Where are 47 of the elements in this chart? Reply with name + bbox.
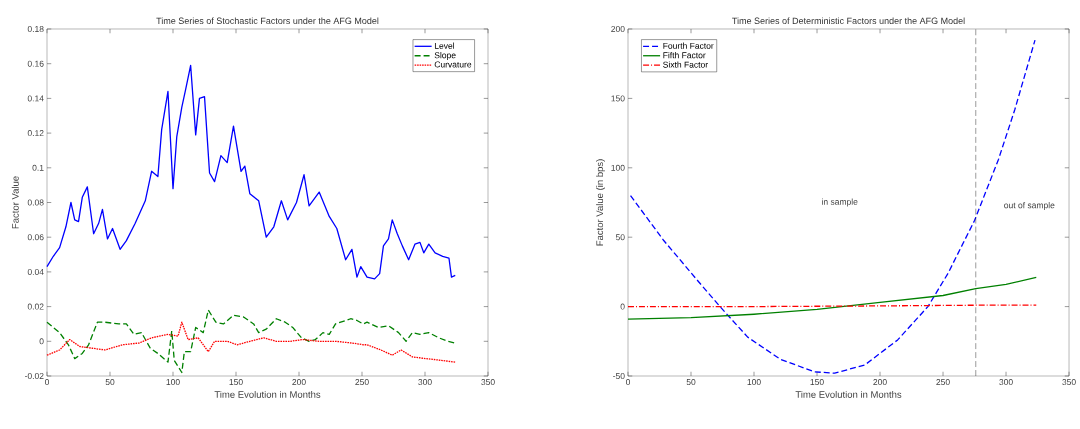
y-tick-label: 0.02 [27, 303, 44, 310]
legend-label: Sixth Factor [663, 61, 708, 68]
y-axis-title: Factor Value [11, 176, 19, 229]
legend-label: Slope [434, 52, 456, 60]
x-tick-label: 350 [1062, 379, 1076, 386]
y-tick-label: 0.08 [27, 199, 44, 206]
x-tick-label: 300 [418, 379, 432, 386]
x-axis-title: Time Evolution in Months [214, 390, 321, 398]
x-tick-label: 350 [481, 379, 495, 386]
x-tick-label: 50 [105, 379, 115, 386]
y-tick-label: 0.12 [27, 130, 44, 137]
x-tick-label: 100 [166, 379, 180, 386]
y-tick-label: 0.1 [32, 164, 44, 171]
x-tick-label: 250 [936, 379, 950, 386]
x-tick-label: 150 [810, 379, 824, 386]
legend-label: Fourth Factor [663, 42, 714, 49]
legend-label: Curvature [434, 61, 472, 68]
x-tick-label: 100 [747, 379, 761, 386]
y-tick-label: 50 [615, 234, 625, 241]
y-tick-label: 200 [611, 25, 625, 32]
x-tick-label: 50 [686, 379, 696, 386]
chart-title: Time Series of Deterministic Factors under the AFG Model [732, 17, 965, 24]
y-tick-label: -50 [613, 372, 625, 379]
y-tick-label: -0.02 [24, 372, 44, 379]
x-tick-label: 200 [873, 379, 887, 386]
x-tick-label: 150 [229, 379, 243, 386]
y-tick-label: 0 [39, 338, 44, 345]
y-axis-title: Factor Value (in bps) [596, 159, 605, 246]
x-tick-label: 250 [355, 379, 369, 386]
x-tick-label: 0 [625, 379, 631, 386]
annotation: out of sample [1004, 202, 1055, 210]
y-tick-label: 0 [620, 303, 625, 310]
legend-label: Level [434, 42, 455, 49]
x-tick-label: 300 [999, 379, 1013, 386]
x-tick-label: 0 [44, 379, 50, 386]
y-tick-label: 100 [611, 164, 625, 171]
y-tick-label: 0.06 [27, 234, 44, 241]
y-tick-label: 0.04 [27, 268, 44, 275]
chart-title: Time Series of Stochastic Factors under the AFG Model [156, 17, 379, 24]
x-tick-label: 200 [292, 379, 306, 386]
annotation: in sample [822, 198, 858, 207]
y-tick-label: 0.14 [27, 95, 44, 102]
y-tick-label: 150 [611, 95, 625, 102]
legend-label: Fifth Factor [663, 52, 706, 59]
x-axis-title: Time Evolution in Months [795, 390, 902, 398]
y-tick-label: 0.16 [27, 60, 44, 67]
y-tick-label: 0.18 [27, 25, 44, 32]
